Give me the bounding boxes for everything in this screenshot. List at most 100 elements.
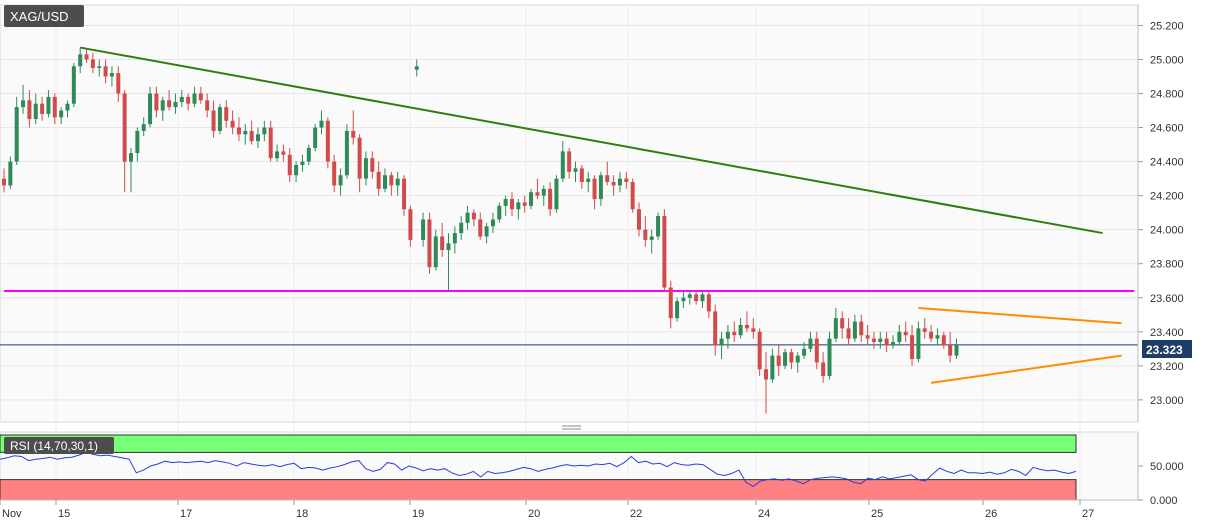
candle-body [52, 96, 57, 118]
candle [941, 331, 946, 349]
candle-body [148, 93, 153, 125]
rsi-line [0, 451, 1077, 487]
price-tick-label: 25.200 [1150, 20, 1184, 32]
pane-splitter-handle[interactable] [562, 425, 581, 430]
time-tick-label: 24 [758, 508, 770, 520]
candle [605, 161, 610, 186]
candle-body [421, 219, 426, 240]
time-tick-label: 19 [412, 508, 424, 520]
candle [935, 328, 940, 346]
candle-body [579, 168, 584, 183]
candle [433, 229, 438, 271]
candle-body [319, 120, 324, 128]
candle [668, 280, 673, 329]
candle [783, 348, 788, 370]
candle [922, 318, 927, 339]
candle-body [205, 100, 210, 111]
rsi-oversold-zone [0, 479, 1077, 501]
candle-body [541, 188, 546, 196]
candle [516, 199, 521, 220]
candle-body [859, 321, 864, 336]
candle-body [179, 96, 184, 103]
candle-body [357, 137, 362, 179]
candle-body [141, 124, 146, 131]
green-trendline [80, 46, 1103, 235]
candle-body [402, 178, 407, 210]
time-tick-label: 17 [180, 508, 192, 520]
time-tick-label: 22 [630, 508, 642, 520]
rsi-overbought-zone [0, 434, 1077, 453]
candle-body [294, 164, 299, 176]
candle [205, 93, 210, 118]
candle [694, 290, 699, 305]
candle-body [173, 102, 178, 108]
candle-body [14, 107, 19, 162]
candle-body [560, 151, 565, 179]
candle-body [903, 331, 908, 336]
candle [503, 195, 508, 217]
candle [332, 154, 337, 193]
candle-body [306, 147, 311, 162]
candle [90, 52, 95, 74]
candle [148, 86, 153, 128]
candle-body [929, 331, 934, 339]
candle-body [78, 54, 83, 67]
candle-body [262, 127, 267, 135]
candle [294, 161, 299, 183]
candle-body [776, 355, 781, 366]
candle-body [376, 171, 381, 189]
candle-body [167, 100, 172, 108]
candle [827, 331, 832, 380]
candle-body [249, 130, 254, 142]
candle-body [605, 175, 610, 183]
candle [554, 175, 559, 213]
candle [27, 90, 32, 128]
candle-body [268, 127, 273, 159]
candle-body [332, 161, 337, 186]
candle [306, 144, 311, 165]
candle [40, 96, 45, 121]
rsi-series-line [0, 451, 1077, 487]
candle [59, 107, 64, 125]
candle [573, 161, 578, 183]
candle [97, 59, 102, 77]
candle [21, 84, 26, 114]
candle [383, 168, 387, 193]
candle [313, 124, 318, 152]
candle-body [2, 178, 6, 186]
price-pane [0, 4, 1139, 423]
time-tick-label: 25 [871, 508, 883, 520]
candle-body [719, 338, 724, 346]
candle-body [129, 153, 133, 162]
candle-body [446, 243, 451, 251]
candle [910, 324, 915, 366]
candle [802, 342, 807, 360]
candle [675, 297, 680, 322]
candle-body [637, 209, 641, 230]
candle-body [535, 192, 540, 196]
candle [859, 314, 864, 343]
candle [446, 233, 451, 291]
candle-body [770, 355, 775, 380]
candle [167, 90, 172, 111]
candle [8, 156, 13, 189]
candle [135, 127, 140, 162]
candle [541, 185, 546, 206]
candle [795, 352, 800, 373]
candle-body [370, 158, 375, 172]
candle [173, 93, 178, 114]
candle-body [630, 182, 635, 210]
candle [376, 161, 381, 196]
axes: 25.200 25.000 24.800 24.600 24.400 24.200 24.0… [0, 5, 1184, 520]
candle-body [554, 178, 559, 210]
candle-body [116, 73, 121, 94]
time-tick-label: Nov [2, 508, 22, 520]
candle-body [389, 175, 394, 186]
candle-body [814, 338, 819, 363]
candle-body [567, 151, 572, 172]
candle-body [471, 212, 476, 220]
candle-body [287, 154, 292, 176]
candle-body [611, 182, 616, 186]
candle [484, 222, 489, 244]
